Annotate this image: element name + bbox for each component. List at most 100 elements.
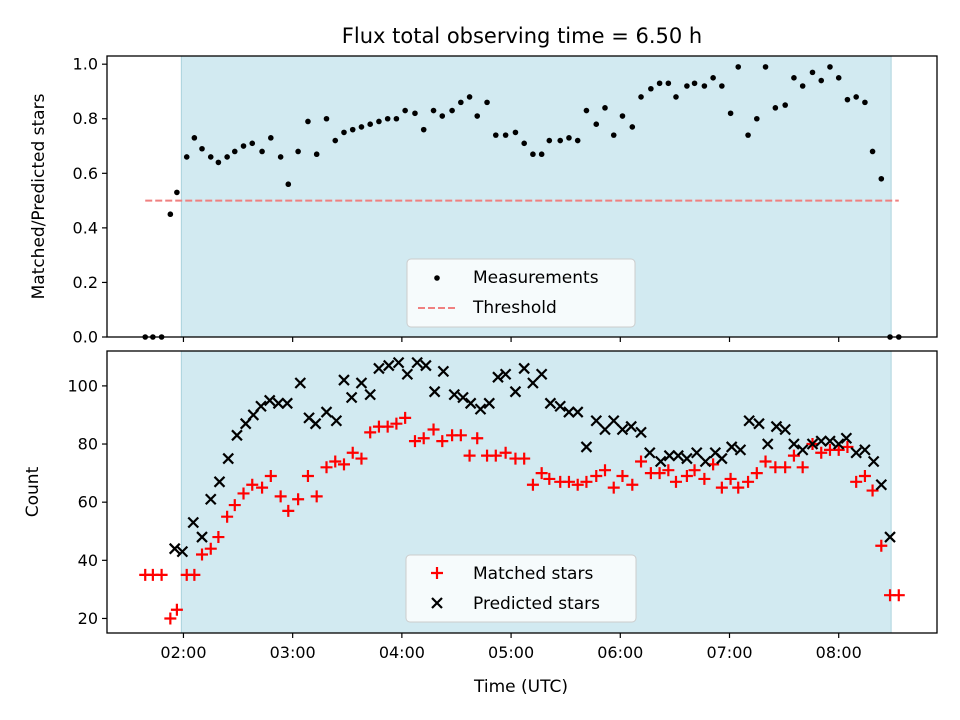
predicted-star-point [716, 452, 728, 465]
measurement-point [341, 129, 347, 136]
measurement-point [735, 64, 742, 70]
predicted-star-point [770, 420, 783, 433]
measurement-point [619, 113, 626, 119]
measurement-point [420, 126, 427, 133]
measurement-point [546, 137, 553, 144]
measurement-point [313, 151, 320, 158]
predicted-star-point [320, 406, 333, 418]
measurement-point [762, 64, 769, 70]
y-tick-label: 60 [78, 493, 98, 512]
time-x-axis-label: Time (UTC) [473, 677, 568, 697]
predicted-star-point [373, 362, 385, 375]
measurement-point [521, 140, 527, 147]
predicted-star-point [345, 391, 358, 404]
matched-star-point [170, 603, 183, 616]
matched-star-point [499, 446, 512, 459]
measurement-point [512, 129, 519, 136]
measurement-point [393, 115, 400, 122]
predicted-star-point [294, 377, 307, 389]
measurements-series [142, 64, 902, 340]
measurement-point [402, 107, 408, 114]
measurement-point [782, 102, 788, 108]
measurement-point [323, 115, 330, 122]
matched-star-point [221, 510, 234, 523]
y-tick-label: 40 [78, 551, 98, 570]
measurement-point [673, 94, 679, 100]
matched-star-point [653, 467, 666, 480]
matched-star-point [750, 467, 763, 480]
predicted-star-point [437, 365, 450, 378]
matched-star-point [264, 470, 277, 483]
predicted-star-point [815, 435, 828, 447]
measurement-point [174, 189, 180, 196]
measurement-point [566, 135, 572, 141]
predicted-star-point [563, 406, 575, 418]
y-tick-label: 0.6 [73, 164, 98, 183]
ratio-y-axis: 0.0 0.2 0.4 0.6 0.8 1.0 [73, 55, 107, 347]
predicted-star-point [474, 403, 487, 415]
ratio-legend-box [406, 258, 636, 328]
predicted-star-point [867, 455, 880, 468]
predicted-legend-marker [431, 597, 443, 609]
chart-title: Flux total observing time = 6.50 h [342, 24, 702, 48]
matched-star-point [850, 475, 863, 488]
predicted-star-point [535, 368, 548, 381]
measurement-point [332, 137, 339, 144]
matched-star-point [246, 478, 259, 491]
matched-stars-series [139, 411, 905, 625]
matched-star-point [892, 589, 905, 602]
predicted-star-point [255, 400, 267, 413]
matched-star-point [399, 411, 412, 424]
predicted-star-point [272, 397, 285, 410]
matched-star-point [616, 470, 629, 483]
predicted-star-point [663, 449, 676, 462]
measurement-point [648, 85, 654, 92]
measurement-point [259, 148, 265, 155]
measurement-point [745, 132, 751, 138]
predicted-star-point [176, 545, 189, 558]
measurement-point [869, 148, 876, 155]
predicted-star-point [743, 414, 755, 427]
count-axes-frame [106, 350, 938, 634]
matched-star-point [188, 568, 201, 581]
count-y-axis: 20 40 60 80 100 [67, 376, 107, 628]
measurement-point [710, 75, 716, 81]
measurement-point [602, 105, 608, 111]
measurement-point [583, 107, 590, 114]
matched-star-point [355, 452, 368, 465]
measurement-point [449, 107, 455, 114]
predicted-star-point [761, 438, 774, 450]
ratio-y-axis-label: Matched/Predicted stars [29, 93, 49, 299]
y-tick-label: 100 [67, 376, 98, 395]
measurement-point [458, 99, 464, 106]
predicted-star-point [840, 432, 853, 444]
measurement-point [215, 159, 222, 166]
measurement-point [268, 135, 274, 141]
measurement-point [835, 75, 842, 81]
predicted-star-point [382, 359, 395, 372]
matched-star-point [732, 481, 745, 494]
measurement-point [439, 113, 446, 119]
predicted-star-point [607, 414, 620, 427]
predicted-star-point [672, 449, 684, 462]
predicted-star-point [196, 531, 208, 543]
matched-star-point [680, 470, 693, 483]
matched-star-point [196, 548, 209, 561]
predicted-star-point [281, 397, 293, 410]
matched-star-point [346, 446, 359, 459]
time-x-axis: 02:00 03:00 04:00 05:00 06:00 07:00 08:00 [160, 633, 862, 662]
predicted-star-point [625, 420, 637, 433]
ratio-axes-frame [106, 55, 938, 338]
x-tick-label: 04:00 [379, 643, 425, 662]
y-tick-label: 0.4 [73, 218, 98, 237]
predicted-star-point [355, 377, 368, 389]
predicted-star-point [483, 397, 496, 410]
matched-star-point [669, 475, 682, 488]
measurement-point [231, 148, 238, 155]
matched-legend-marker [431, 567, 443, 579]
y-tick-label: 80 [78, 435, 98, 454]
matched-star-point [164, 612, 177, 625]
predicted-star-point [168, 542, 181, 555]
matched-star-point [155, 568, 168, 581]
predicted-star-point [518, 362, 530, 375]
